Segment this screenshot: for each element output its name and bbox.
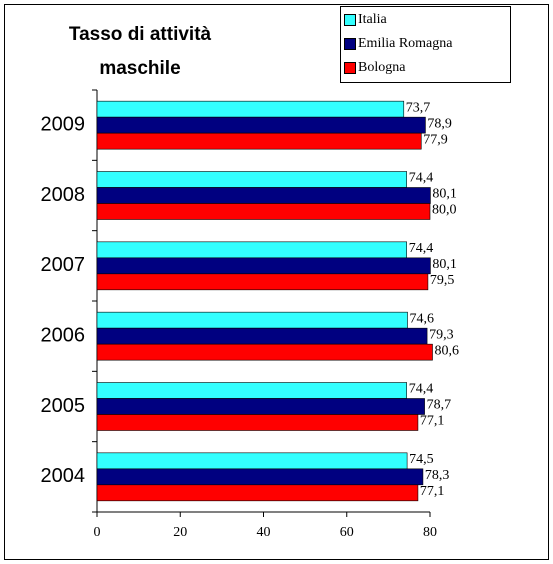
legend-label: Italia — [358, 12, 388, 27]
bar — [96, 257, 431, 275]
value-label: 78,3 — [425, 468, 450, 483]
y-tick-label: 2008 — [41, 184, 86, 206]
value-label: 78,7 — [427, 398, 452, 413]
bar — [96, 132, 422, 150]
x-tick-label: 40 — [257, 525, 271, 540]
chart-title: Tasso di attività maschile — [68, 24, 212, 79]
value-label: 80,1 — [432, 187, 457, 202]
bar — [96, 311, 408, 329]
bar — [96, 484, 419, 502]
legend-label: Emilia Romagna — [358, 36, 453, 51]
x-tick-label: 80 — [423, 525, 437, 540]
value-label: 77,1 — [420, 414, 445, 429]
y-tick-label: 2004 — [41, 465, 86, 487]
value-label: 79,3 — [429, 327, 454, 342]
legend-box — [340, 6, 511, 83]
frame — [4, 4, 549, 560]
bar — [96, 203, 431, 220]
value-label: 80,1 — [432, 257, 457, 272]
legend-label: Bologna — [358, 60, 406, 75]
value-label: 73,7 — [406, 100, 431, 115]
value-label: 80,0 — [432, 203, 457, 218]
legend-swatch — [344, 14, 356, 26]
x-tick-label: 0 — [94, 525, 101, 540]
legend-swatch — [344, 62, 356, 74]
x-tick-label: 20 — [173, 525, 187, 540]
x-tick-label: 60 — [340, 525, 354, 540]
bar — [96, 414, 419, 431]
bar — [96, 171, 407, 188]
y-tick-label: 2006 — [41, 324, 86, 346]
bar — [96, 343, 433, 361]
value-label: 78,9 — [427, 116, 452, 131]
value-label: 77,1 — [420, 484, 445, 499]
bar — [96, 241, 407, 259]
legend-swatch — [344, 38, 356, 50]
value-label: 77,9 — [423, 132, 448, 147]
value-label: 79,5 — [430, 273, 455, 288]
value-label: 74,5 — [409, 452, 434, 467]
bar — [96, 398, 425, 415]
y-tick-label: 2005 — [41, 395, 86, 417]
y-tick-label: 2007 — [41, 254, 86, 276]
value-label: 80,6 — [434, 343, 459, 358]
bar — [96, 116, 426, 134]
value-label: 74,4 — [409, 382, 434, 397]
bar — [96, 382, 407, 399]
value-label: 74,4 — [409, 241, 434, 256]
bar — [96, 468, 424, 486]
y-tick-label: 2009 — [41, 113, 86, 135]
value-label: 74,6 — [410, 311, 435, 326]
bar — [96, 452, 408, 470]
bar — [96, 100, 405, 118]
bar — [96, 273, 429, 291]
bar — [96, 327, 428, 345]
bar — [96, 187, 431, 204]
value-label: 74,4 — [409, 171, 434, 186]
